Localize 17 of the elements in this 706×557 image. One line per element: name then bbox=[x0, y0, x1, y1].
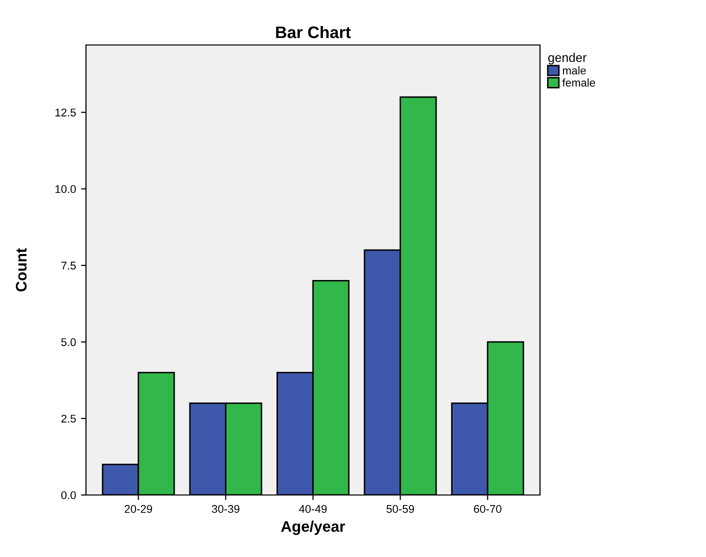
y-tick-label: 7.5 bbox=[61, 262, 76, 270]
legend-title: gender bbox=[548, 52, 586, 64]
y-axis-title: Count bbox=[16, 248, 27, 292]
legend-label: female bbox=[562, 78, 596, 87]
y-tick-label: 5.0 bbox=[61, 338, 76, 346]
x-tick-label: 50-59 bbox=[386, 505, 414, 513]
legend-label: male bbox=[562, 66, 586, 74]
x-tick-label: 60-70 bbox=[474, 505, 502, 513]
y-tick-label: 2.5 bbox=[61, 414, 76, 423]
x-tick-label: 30-39 bbox=[212, 505, 240, 513]
y-tick-label: 0.0 bbox=[61, 491, 76, 500]
y-tick-label: 12.5 bbox=[56, 108, 76, 116]
y-tick-label: 10.0 bbox=[56, 185, 76, 194]
x-axis-title: Age/year bbox=[281, 520, 346, 535]
x-tick-label: 20-29 bbox=[124, 505, 152, 513]
x-tick-label: 40-49 bbox=[299, 505, 327, 513]
chart-title: Bar Chart bbox=[276, 26, 351, 38]
